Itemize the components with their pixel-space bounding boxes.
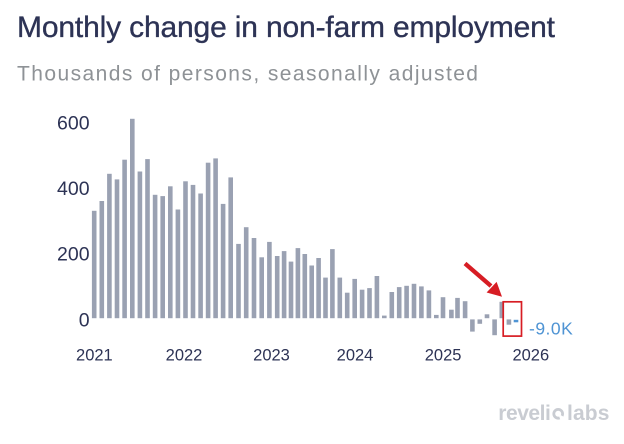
svg-text:400: 400: [57, 178, 90, 200]
svg-text:2023: 2023: [253, 347, 290, 365]
svg-text:-9.0K: -9.0K: [529, 318, 573, 338]
svg-text:Thousands of persons, seasonal: Thousands of persons, seasonally adjuste…: [17, 62, 478, 85]
svg-text:labs: labs: [567, 402, 609, 425]
svg-text:200: 200: [57, 244, 90, 266]
svg-text:2022: 2022: [166, 347, 203, 365]
svg-text:2021: 2021: [76, 347, 113, 365]
svg-text:2025: 2025: [425, 347, 462, 365]
svg-text:reveli: reveli: [498, 402, 551, 425]
svg-text:0: 0: [79, 309, 90, 331]
svg-text:Monthly change in non-farm emp: Monthly change in non-farm employment: [17, 11, 556, 44]
svg-text:600: 600: [57, 113, 90, 135]
svg-text:2026: 2026: [512, 347, 549, 365]
svg-text:2024: 2024: [337, 347, 374, 365]
